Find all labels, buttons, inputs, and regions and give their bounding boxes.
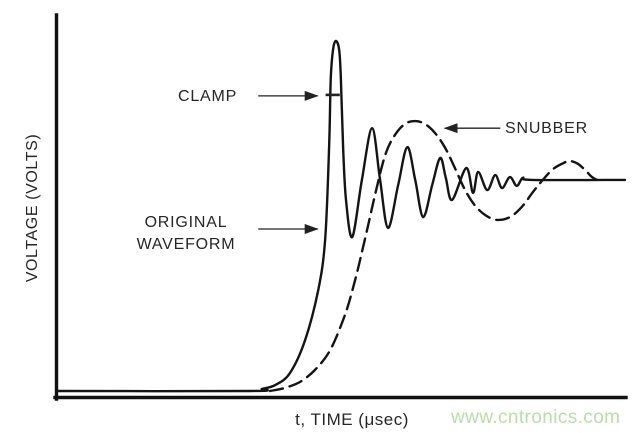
- clamp-label: CLAMP: [178, 88, 238, 105]
- original-waveform-label: ORIGINAL WAVEFORM: [125, 212, 247, 256]
- snubber-label: SNUBBER: [505, 120, 588, 137]
- snubber-curve: [268, 119, 599, 393]
- original-waveform-label-line1: ORIGINAL: [144, 214, 228, 231]
- original-waveform-curve: [56, 39, 627, 393]
- x-axis-label: t, TIME (μsec): [295, 410, 409, 429]
- watermark: www.cntronics.com: [451, 407, 621, 428]
- y-axis-label: VOLTAGE (VOLTS): [24, 133, 41, 283]
- original-waveform-label-line2: WAVEFORM: [136, 236, 236, 253]
